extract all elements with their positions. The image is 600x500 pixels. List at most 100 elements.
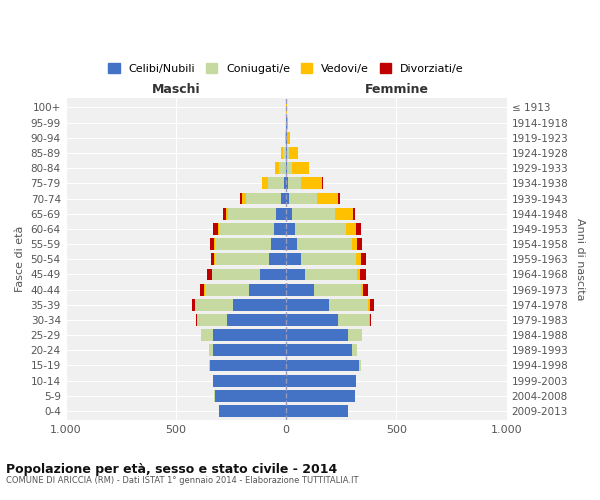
- Bar: [247, 192, 281, 204]
- Bar: [360, 268, 366, 280]
- Bar: [295, 223, 346, 235]
- Bar: [219, 223, 274, 235]
- Bar: [286, 254, 301, 265]
- Bar: [285, 132, 286, 143]
- Bar: [233, 299, 286, 310]
- Bar: [370, 299, 374, 310]
- Bar: [214, 344, 286, 356]
- Bar: [297, 238, 352, 250]
- Bar: [196, 314, 197, 326]
- Bar: [223, 208, 226, 220]
- Bar: [286, 314, 338, 326]
- Bar: [286, 405, 348, 417]
- Bar: [353, 208, 355, 220]
- Bar: [286, 162, 287, 174]
- Bar: [281, 147, 283, 159]
- Bar: [289, 192, 317, 204]
- Bar: [286, 223, 295, 235]
- Bar: [357, 268, 360, 280]
- Bar: [194, 299, 233, 310]
- Bar: [286, 132, 287, 143]
- Bar: [288, 178, 301, 190]
- Text: COMUNE DI ARICCIA (RM) - Dati ISTAT 1° gennaio 2014 - Elaborazione TUTTITALIA.IT: COMUNE DI ARICCIA (RM) - Dati ISTAT 1° g…: [6, 476, 359, 485]
- Bar: [242, 192, 247, 204]
- Bar: [269, 254, 286, 265]
- Text: Maschi: Maschi: [152, 83, 200, 96]
- Bar: [368, 299, 370, 310]
- Bar: [218, 223, 219, 235]
- Bar: [286, 208, 292, 220]
- Bar: [197, 314, 227, 326]
- Bar: [286, 238, 297, 250]
- Bar: [274, 223, 286, 235]
- Bar: [286, 268, 305, 280]
- Bar: [284, 178, 286, 190]
- Bar: [301, 254, 356, 265]
- Bar: [241, 192, 242, 204]
- Bar: [271, 238, 286, 250]
- Bar: [370, 314, 371, 326]
- Bar: [329, 299, 368, 310]
- Bar: [286, 329, 348, 341]
- Bar: [275, 162, 279, 174]
- Bar: [283, 147, 286, 159]
- Bar: [262, 178, 268, 190]
- Text: Popolazione per età, sesso e stato civile - 2014: Popolazione per età, sesso e stato civil…: [6, 462, 337, 475]
- Bar: [287, 147, 289, 159]
- Bar: [361, 254, 366, 265]
- Bar: [209, 238, 214, 250]
- Bar: [279, 162, 286, 174]
- Text: Femmine: Femmine: [364, 83, 428, 96]
- Bar: [338, 314, 369, 326]
- Bar: [260, 268, 286, 280]
- Bar: [346, 223, 356, 235]
- Bar: [286, 178, 288, 190]
- Y-axis label: Fasce di età: Fasce di età: [15, 226, 25, 292]
- Bar: [215, 238, 271, 250]
- Bar: [205, 284, 249, 296]
- Bar: [359, 360, 361, 372]
- Bar: [215, 254, 269, 265]
- Bar: [286, 375, 356, 386]
- Bar: [361, 284, 363, 296]
- Bar: [287, 132, 290, 143]
- Bar: [322, 178, 323, 190]
- Bar: [335, 208, 353, 220]
- Bar: [358, 238, 362, 250]
- Bar: [226, 208, 228, 220]
- Bar: [286, 284, 314, 296]
- Bar: [286, 299, 329, 310]
- Bar: [356, 223, 361, 235]
- Bar: [292, 162, 309, 174]
- Bar: [338, 192, 340, 204]
- Bar: [228, 208, 276, 220]
- Bar: [289, 147, 298, 159]
- Bar: [286, 344, 352, 356]
- Bar: [215, 390, 286, 402]
- Bar: [211, 254, 214, 265]
- Bar: [352, 238, 358, 250]
- Bar: [249, 284, 286, 296]
- Bar: [369, 314, 370, 326]
- Bar: [352, 344, 357, 356]
- Bar: [210, 360, 286, 372]
- Bar: [305, 268, 357, 280]
- Bar: [276, 208, 286, 220]
- Bar: [219, 405, 286, 417]
- Bar: [214, 254, 215, 265]
- Bar: [286, 360, 359, 372]
- Bar: [281, 192, 286, 204]
- Bar: [356, 254, 361, 265]
- Bar: [301, 178, 322, 190]
- Bar: [286, 192, 289, 204]
- Bar: [214, 223, 218, 235]
- Bar: [314, 284, 361, 296]
- Bar: [214, 375, 286, 386]
- Bar: [286, 390, 355, 402]
- Bar: [201, 329, 214, 341]
- Bar: [348, 329, 362, 341]
- Legend: Celibi/Nubili, Coniugati/e, Vedovi/e, Divorziati/e: Celibi/Nubili, Coniugati/e, Vedovi/e, Di…: [104, 59, 469, 78]
- Bar: [209, 360, 210, 372]
- Bar: [208, 268, 212, 280]
- Bar: [200, 284, 205, 296]
